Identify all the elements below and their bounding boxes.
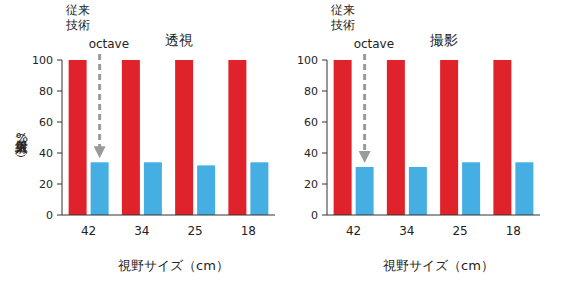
chart-svg: 透視 0 20 40 60 80 100 42 34 25 18 視野サイズ（cm） 入射線量（%） 従来… — [0, 0, 584, 300]
y-tick-label: 40 — [304, 147, 318, 160]
bar — [250, 162, 268, 215]
series-label: octave — [354, 37, 394, 51]
y-tick — [57, 153, 62, 154]
x-tick-label: 25 — [187, 224, 202, 238]
y-axis — [327, 60, 328, 215]
series-label-line: 従来 — [331, 3, 355, 17]
x-axis — [327, 215, 540, 216]
bar — [356, 167, 374, 215]
bar — [69, 60, 87, 215]
x-axis-label: 視野サイズ（cm） — [383, 258, 494, 273]
y-tick — [322, 122, 327, 123]
bar — [197, 165, 215, 215]
y-tick — [57, 215, 62, 216]
y-tick-label: 0 — [46, 209, 53, 222]
x-tick-label: 34 — [399, 224, 414, 238]
y-tick-label: 20 — [39, 178, 53, 191]
panel: 撮影 0 20 40 60 80 100 42 34 25 18 視野サイズ（cm） 従来技術 octav… — [297, 3, 540, 273]
y-tick — [57, 60, 62, 61]
bar — [334, 60, 352, 215]
y-tick-label: 80 — [39, 85, 53, 98]
y-tick-label: 60 — [304, 116, 318, 129]
series-label-line: 技術 — [330, 18, 355, 32]
y-tick-label: 100 — [297, 54, 318, 67]
y-tick — [57, 91, 62, 92]
bar — [493, 60, 511, 215]
y-tick — [322, 91, 327, 92]
bar — [122, 60, 140, 215]
arrow — [363, 54, 366, 157]
chart-title: 撮影 — [430, 32, 458, 48]
bar — [228, 60, 246, 215]
bar — [91, 162, 109, 215]
y-tick-label: 100 — [32, 54, 53, 67]
series-label: octave — [89, 37, 129, 51]
series-label-line: 従来 — [66, 3, 90, 17]
series-label: 従来技術 — [330, 3, 355, 32]
x-tick-label: 18 — [506, 224, 521, 238]
y-tick-label: 40 — [39, 147, 53, 160]
arrow — [98, 54, 101, 152]
x-tick-label: 42 — [346, 224, 361, 238]
y-tick — [322, 215, 327, 216]
bar — [387, 60, 405, 215]
x-axis — [62, 215, 275, 216]
series-label: 従来技術 — [65, 3, 90, 32]
x-tick-label: 42 — [81, 224, 96, 238]
bar — [440, 60, 458, 215]
y-tick-label: 20 — [304, 178, 318, 191]
x-tick-label: 18 — [241, 224, 256, 238]
y-tick — [57, 122, 62, 123]
y-tick — [322, 153, 327, 154]
panel: 透視 0 20 40 60 80 100 42 34 25 18 視野サイズ（cm） 入射線量（%） 従来… — [15, 3, 276, 273]
y-axis — [62, 60, 63, 215]
bar — [515, 162, 533, 215]
y-tick — [322, 184, 327, 185]
y-tick-label: 0 — [311, 209, 318, 222]
y-tick-label: 80 — [304, 85, 318, 98]
y-tick — [322, 60, 327, 61]
x-axis-label: 視野サイズ（cm） — [118, 258, 229, 273]
series-label-line: 技術 — [65, 18, 90, 32]
bar — [175, 60, 193, 215]
bar — [144, 162, 162, 215]
chart-title: 透視 — [165, 32, 193, 48]
y-axis-label: 入射線量（%） — [15, 130, 30, 157]
x-tick-label: 34 — [134, 224, 149, 238]
bar — [409, 167, 427, 215]
bar — [462, 162, 480, 215]
chart-root: 透視 0 20 40 60 80 100 42 34 25 18 視野サイズ（cm） 入射線量（%） 従来… — [0, 0, 584, 300]
y-tick — [57, 184, 62, 185]
x-tick-label: 25 — [452, 224, 467, 238]
y-tick-label: 60 — [39, 116, 53, 129]
